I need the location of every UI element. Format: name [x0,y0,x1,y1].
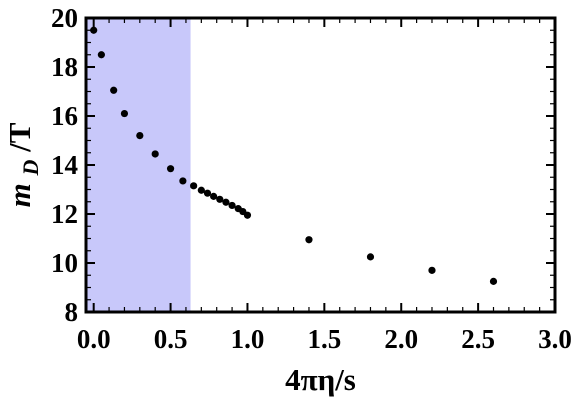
data-point [428,266,436,274]
x-tick-label: 1.0 [231,324,265,354]
y-tick-label: 16 [51,101,78,131]
data-point [166,165,175,173]
data-point [120,109,129,118]
data-point [97,51,105,59]
y-axis-label: m D /T [2,122,45,207]
data-point [243,211,252,219]
y-tick-label: 20 [51,3,78,33]
y-tick-label: 12 [51,199,78,229]
y-axis-label-tail: /T [2,122,37,153]
data-point [305,236,313,244]
data-point [222,198,230,206]
data-point [110,86,118,94]
data-point [228,201,236,210]
x-axis-label: 4πη/s [285,362,356,397]
tick-labels: 0.0 0.5 1.0 1.5 2.0 2.5 3.0 8 10 12 14 16 18 20 [51,3,572,354]
x-tick-label: 2.5 [461,324,495,354]
data-point [203,189,212,197]
y-tick-label: 18 [51,52,78,82]
data-point [90,26,98,34]
x-tick-label: 3.0 [538,324,572,354]
data-point [151,150,159,158]
shaded-region [86,18,191,312]
data-point [489,277,498,285]
y-axis-label-sub: D [18,160,43,177]
data-points [90,26,498,285]
data-point [197,186,205,194]
data-point [136,132,144,140]
data-point [216,195,224,203]
x-tick-label: 0.0 [77,324,111,354]
x-tick-label: 1.5 [307,324,341,354]
plot-frame [84,16,557,314]
data-point [366,253,375,261]
x-tick-label: 0.5 [154,324,188,354]
y-axis-label-main: m [2,183,37,207]
data-point [179,177,187,185]
data-point [210,192,218,200]
y-tick-label: 8 [65,297,79,327]
x-tick-label: 2.0 [384,324,418,354]
y-tick-label: 14 [51,150,78,180]
y-tick-label: 10 [51,248,78,278]
data-point [190,182,198,190]
